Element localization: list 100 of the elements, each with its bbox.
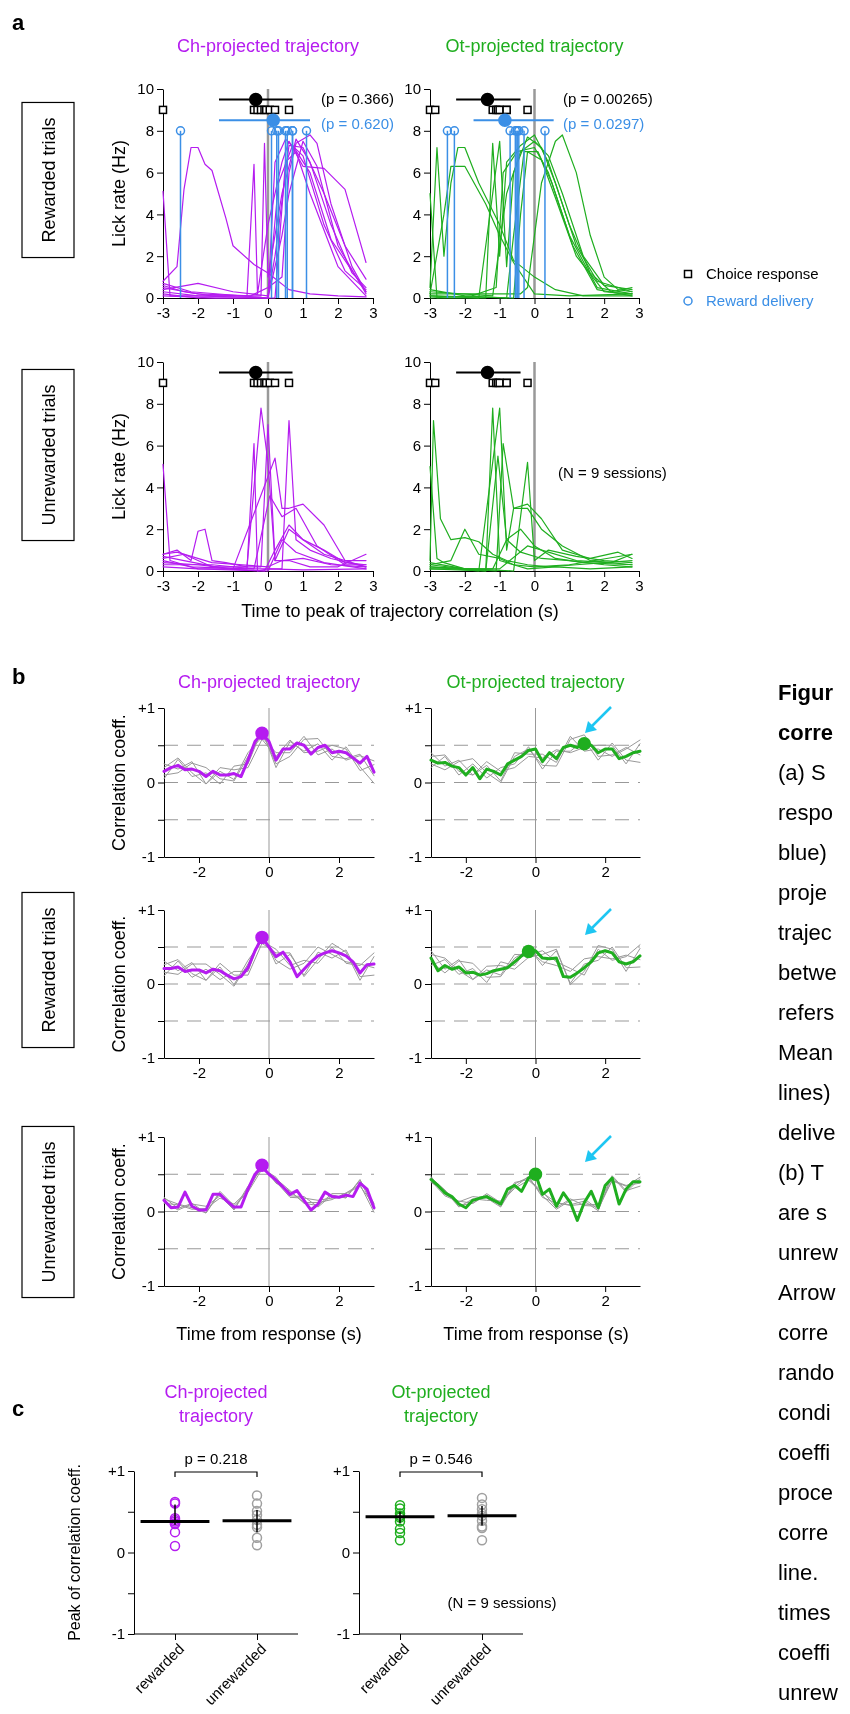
y-tick-label: 0 [412, 289, 421, 307]
y-tick-label: 10 [137, 80, 154, 98]
text: Rewarded trials [39, 117, 59, 243]
text: (a) S [778, 760, 826, 785]
y-axis-title: Correlation coeff. [109, 1143, 129, 1280]
y-tick-label: 0 [145, 289, 154, 307]
text: times [778, 1600, 831, 1625]
text: Mean [778, 1040, 834, 1065]
y-tick-label: 4 [412, 205, 421, 223]
x-tick-label: 0 [265, 862, 274, 880]
text: delive [778, 1120, 836, 1145]
text: refers [778, 1000, 835, 1025]
x-tick-label: 3 [369, 303, 378, 321]
y-tick-label: 2 [412, 247, 421, 265]
y-tick-label: 4 [145, 478, 154, 496]
chart-title: Ch-projected trajectory [164, 1382, 268, 1426]
x-tick-label: -2 [192, 862, 207, 880]
y-tick-label: -1 [408, 1277, 422, 1295]
x-tick-label: 2 [600, 576, 609, 594]
y-tick-label: 8 [412, 122, 421, 140]
text: coeffi [778, 1440, 831, 1465]
text: (b) T [778, 1160, 825, 1185]
y-tick-label: 0 [146, 773, 155, 791]
y-tick-label: 0 [341, 1543, 350, 1561]
y-tick-label: 0 [413, 773, 422, 791]
y-tick-label: -1 [141, 848, 155, 866]
x-axis-title: Time to peak of trajectory correlation (s) [241, 601, 559, 621]
text: lines) [778, 1080, 831, 1105]
text: p = 0.546 [409, 1450, 473, 1467]
y-tick-label: 2 [412, 520, 421, 538]
text: c [12, 1396, 25, 1421]
x-tick-label: 0 [531, 1063, 541, 1081]
y-tick-label: +1 [404, 901, 422, 919]
y-tick-label: +1 [107, 1462, 125, 1480]
x-tick-label: -3 [423, 303, 438, 321]
chart-title: Ch-projected trajectory [176, 36, 360, 56]
text: coeffi [778, 1640, 831, 1665]
text: Unrewarded trials [39, 1141, 59, 1283]
chart-title: Ot-projected trajectory [446, 672, 625, 692]
annotation: (p = 0.00265) [563, 90, 653, 107]
x-tick-label: 0 [264, 303, 273, 321]
x-tick-label: -2 [191, 576, 206, 594]
x-tick-label: 2 [601, 1291, 610, 1309]
y-tick-label: 6 [145, 163, 154, 181]
y-tick-label: 8 [145, 122, 154, 140]
y-tick-label: -1 [408, 848, 422, 866]
x-tick-label: 2 [601, 862, 610, 880]
y-tick-label: +1 [137, 699, 155, 717]
y-tick-label: -1 [336, 1625, 350, 1643]
x-tick-label: -2 [458, 303, 473, 321]
text: blue) [778, 840, 827, 865]
y-tick-label: 0 [413, 1202, 422, 1220]
x-tick-label: -2 [459, 862, 474, 880]
text: corre [778, 720, 834, 745]
x-tick-label: 2 [600, 303, 609, 321]
legend-label: Choice response [706, 265, 819, 282]
y-tick-label: +1 [137, 901, 155, 919]
y-tick-label: 0 [145, 562, 154, 580]
y-tick-label: 8 [412, 395, 421, 413]
text: a [12, 10, 25, 35]
x-tick-label: 0 [531, 1291, 541, 1309]
y-tick-label: +1 [404, 1128, 422, 1146]
x-tick-label: -3 [423, 576, 438, 594]
x-tick-label: 1 [299, 303, 308, 321]
x-tick-label: 1 [299, 576, 308, 594]
x-axis-title: Time from response (s) [176, 1324, 362, 1344]
x-tick-label: -2 [191, 303, 206, 321]
x-tick-label: -2 [458, 576, 473, 594]
x-tick-label: -2 [459, 1291, 474, 1309]
y-tick-label: +1 [332, 1462, 350, 1480]
annotation: (N = 9 sessions) [558, 464, 667, 481]
y-axis-title: Correlation coeff. [109, 714, 129, 851]
x-tick-label: 3 [369, 576, 378, 594]
y-tick-label: 0 [146, 975, 155, 993]
y-tick-label: 0 [146, 1202, 155, 1220]
annotation: (p = 0.620) [321, 115, 394, 132]
x-tick-label: 1 [565, 303, 575, 321]
x-tick-label: 0 [264, 576, 273, 594]
y-tick-label: -1 [408, 1049, 422, 1067]
y-tick-label: 2 [145, 247, 154, 265]
x-tick-label: -2 [192, 1291, 207, 1309]
y-axis-title: Lick rate (Hz) [109, 139, 129, 248]
text: are s [778, 1200, 827, 1225]
x-tick-label: 0 [265, 1063, 274, 1081]
x-axis-title: Time from response (s) [443, 1324, 629, 1344]
x-tick-label: 0 [531, 862, 541, 880]
y-tick-label: 4 [145, 205, 154, 223]
y-tick-label: -1 [141, 1277, 155, 1295]
x-tick-label: -3 [156, 303, 171, 321]
annotation: (N = 9 sessions) [447, 1594, 557, 1611]
y-tick-label: +1 [137, 1128, 155, 1146]
y-tick-label: 6 [412, 163, 421, 181]
y-axis-title: Lick rate (Hz) [109, 412, 129, 521]
x-tick-label: -1 [226, 576, 241, 594]
x-tick-label: -2 [192, 1063, 207, 1081]
y-axis-title: Peak of correlation coeff. [66, 1464, 83, 1641]
x-tick-label: -1 [226, 303, 241, 321]
text: unrew [778, 1680, 839, 1705]
y-tick-label: 10 [137, 353, 154, 371]
x-tick-label: 0 [530, 576, 540, 594]
